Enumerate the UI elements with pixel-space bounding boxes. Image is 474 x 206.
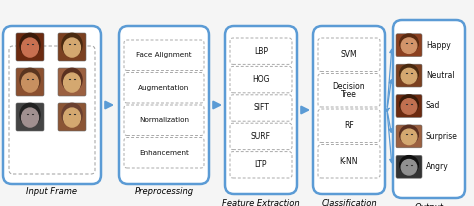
FancyBboxPatch shape (124, 40, 204, 70)
FancyBboxPatch shape (124, 73, 204, 103)
Text: Surprise: Surprise (426, 132, 458, 141)
Ellipse shape (22, 108, 38, 127)
FancyBboxPatch shape (230, 123, 292, 150)
FancyBboxPatch shape (230, 66, 292, 93)
Ellipse shape (400, 95, 419, 114)
FancyBboxPatch shape (9, 46, 95, 174)
FancyBboxPatch shape (396, 64, 422, 87)
FancyBboxPatch shape (318, 109, 380, 143)
Ellipse shape (64, 73, 81, 92)
FancyBboxPatch shape (58, 103, 86, 131)
Text: Angry: Angry (426, 162, 449, 171)
Text: LTP: LTP (255, 160, 267, 169)
Ellipse shape (20, 103, 40, 126)
FancyBboxPatch shape (230, 38, 292, 64)
FancyBboxPatch shape (318, 144, 380, 178)
Ellipse shape (401, 38, 417, 53)
Text: SURF: SURF (251, 132, 271, 141)
Text: Decision
Tree: Decision Tree (333, 82, 365, 99)
FancyBboxPatch shape (318, 38, 380, 71)
FancyBboxPatch shape (396, 125, 422, 148)
Text: LBP: LBP (254, 47, 268, 56)
Text: Preprocessing: Preprocessing (135, 187, 193, 197)
Ellipse shape (401, 99, 417, 114)
FancyBboxPatch shape (124, 137, 204, 168)
Ellipse shape (62, 68, 82, 91)
FancyBboxPatch shape (318, 74, 380, 107)
Ellipse shape (401, 129, 417, 145)
Text: SIFT: SIFT (253, 103, 269, 112)
FancyBboxPatch shape (3, 26, 101, 184)
FancyBboxPatch shape (225, 26, 297, 194)
FancyBboxPatch shape (124, 105, 204, 136)
FancyBboxPatch shape (16, 33, 44, 61)
FancyBboxPatch shape (396, 34, 422, 57)
FancyBboxPatch shape (393, 20, 465, 198)
Ellipse shape (62, 103, 82, 126)
FancyBboxPatch shape (58, 68, 86, 96)
Text: Classification: Classification (321, 199, 377, 206)
FancyBboxPatch shape (230, 95, 292, 121)
Ellipse shape (401, 68, 417, 84)
Text: SVM: SVM (341, 50, 357, 59)
Ellipse shape (401, 159, 417, 175)
Text: Neutral: Neutral (426, 71, 455, 80)
FancyBboxPatch shape (16, 103, 44, 131)
Text: HOG: HOG (252, 75, 270, 84)
Text: Happy: Happy (426, 41, 451, 50)
Text: Augmentation: Augmentation (138, 85, 190, 91)
Ellipse shape (400, 34, 419, 53)
FancyBboxPatch shape (58, 33, 86, 61)
FancyBboxPatch shape (230, 152, 292, 178)
Ellipse shape (400, 156, 419, 174)
Text: Face Alignment: Face Alignment (136, 52, 192, 58)
Text: RF: RF (344, 121, 354, 130)
Text: Input Frame: Input Frame (27, 187, 78, 197)
Ellipse shape (400, 125, 419, 144)
Ellipse shape (22, 73, 38, 92)
Text: Sad: Sad (426, 102, 440, 110)
Ellipse shape (22, 38, 38, 57)
Text: K-NN: K-NN (340, 157, 358, 166)
Ellipse shape (62, 33, 82, 56)
Text: Enhancement: Enhancement (139, 150, 189, 156)
FancyBboxPatch shape (16, 68, 44, 96)
Ellipse shape (20, 68, 40, 91)
Ellipse shape (20, 33, 40, 56)
FancyBboxPatch shape (396, 95, 422, 117)
Text: Feature Extraction: Feature Extraction (222, 199, 300, 206)
FancyBboxPatch shape (119, 26, 209, 184)
Text: Normalization: Normalization (139, 117, 189, 123)
Ellipse shape (64, 108, 81, 127)
Ellipse shape (64, 38, 81, 57)
FancyBboxPatch shape (313, 26, 385, 194)
Ellipse shape (400, 64, 419, 83)
FancyBboxPatch shape (396, 155, 422, 178)
Text: Output: Output (414, 202, 444, 206)
